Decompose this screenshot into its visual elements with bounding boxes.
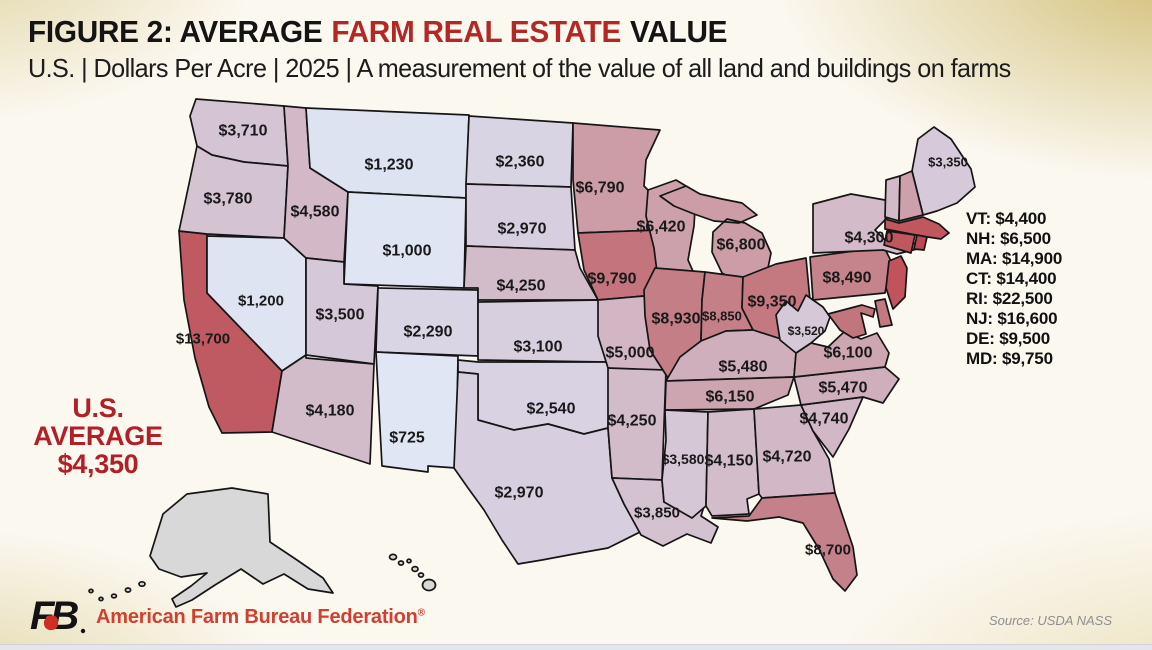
state-label-il: $8,930 [652,311,701,328]
state-south-dakota [465,183,576,251]
state-label-oh: $9,350 [748,294,797,311]
state-label-ca: $13,700 [176,330,230,347]
state-label-ms: $3,580 [662,451,705,467]
state-label-wv: $3,520 [788,324,825,338]
state-label-fl: $8,700 [805,541,851,558]
state-label-wi: $6,420 [637,219,686,236]
state-michigan [659,185,776,286]
state-label-id: $4,580 [291,204,340,221]
org-name-text: American Farm Bureau Federation [96,606,418,628]
state-connecticut [883,230,916,254]
state-label-me: $3,350 [928,155,968,170]
state-label-ne: $4,250 [497,278,546,295]
state-massachusetts [884,216,950,240]
state-north-dakota [465,115,574,188]
state-new-mexico [375,351,459,473]
state-label-mi: $6,800 [717,237,766,254]
state-maryland [827,304,876,339]
state-new-hampshire [898,170,924,222]
state-label-nc: $5,470 [819,380,868,397]
state-label-ar: $4,250 [608,413,657,430]
state-arizona [271,354,375,465]
east-state-list: VT: $4,400 NH: $6,500 MA: $14,900 CT: $1… [966,209,1062,369]
state-label-nv: $1,200 [238,292,284,309]
us-average-callout: U.S. AVERAGE $4,350 [20,394,176,478]
state-colorado [375,287,479,357]
state-hawaii [388,553,437,592]
us-average-line1: U.S. [72,393,124,423]
us-average-line2: AVERAGE [33,421,163,451]
state-label-la: $3,850 [634,504,680,521]
state-label-al: $4,150 [705,453,754,470]
state-label-ut: $3,500 [316,307,365,324]
source-credit: Source: USDA NASS [988,613,1112,628]
state-label-pa: $8,490 [823,270,872,287]
state-rhode-island [913,234,928,251]
state-label-in: $8,850 [702,309,742,324]
state-delaware [874,298,893,328]
state-label-ny: $4,300 [845,230,894,247]
state-label-co: $2,290 [404,324,453,341]
east-state-row-ma: MA: $14,900 [966,249,1063,268]
state-label-va: $6,100 [824,345,873,362]
state-label-or: $3,780 [204,191,253,208]
state-label-wy: $1,000 [383,243,432,260]
state-wyoming [343,191,467,289]
svg-text:FB: FB [30,595,78,638]
bottom-edge-strip [0,644,1152,650]
us-average-line3: $4,350 [57,449,139,479]
org-name: American Farm Bureau Federation® [96,606,425,629]
east-state-row-de: DE: $9,500 [966,329,1050,348]
afbf-logo-icon: FB [30,595,86,638]
state-label-sd: $2,970 [498,221,547,238]
state-label-mt: $1,230 [365,157,414,174]
state-label-mo: $5,000 [606,345,655,362]
figure-title: FIGURE 2: AVERAGE FARM REAL ESTATE VALUE [28,14,727,50]
state-label-tx: $2,970 [495,485,544,502]
state-tennessee [664,376,795,411]
title-highlight: FARM REAL ESTATE [331,14,622,49]
state-maine [911,126,976,216]
east-state-row-nh: NH: $6,500 [966,229,1051,248]
state-virginia [793,330,890,378]
east-state-row-vt: VT: $4,400 [966,209,1047,228]
state-label-ia: $9,790 [588,271,637,288]
state-label-nm: $725 [389,430,425,447]
east-state-row-ct: CT: $14,400 [966,269,1057,288]
state-label-nd: $2,360 [496,154,545,171]
state-west-virginia [775,294,831,354]
state-nebraska [463,245,599,301]
registered-mark: ® [417,607,425,619]
state-alaska [88,487,334,608]
state-vermont [884,175,901,222]
state-label-ky: $5,480 [719,359,768,376]
east-state-row-nj: NJ: $16,600 [966,309,1058,328]
state-label-ks: $3,100 [514,339,563,356]
title-suffix: VALUE [629,14,728,49]
figure-subtitle: U.S. | Dollars Per Acre | 2025 | A measu… [28,53,1011,83]
state-label-ok: $2,540 [527,401,576,418]
east-state-row-md: MD: $9,750 [966,349,1053,368]
title-prefix: FIGURE 2: AVERAGE [28,14,323,49]
east-state-row-ri: RI: $22,500 [966,289,1053,308]
state-label-tn: $6,150 [706,389,755,406]
state-label-mn: $6,790 [576,180,625,197]
state-label-ga: $4,720 [763,449,812,466]
state-label-sc: $4,740 [800,411,849,428]
state-label-az: $4,180 [306,403,355,420]
state-label-wa: $3,710 [219,123,268,140]
state-new-jersey [885,255,908,310]
state-florida [711,492,858,592]
